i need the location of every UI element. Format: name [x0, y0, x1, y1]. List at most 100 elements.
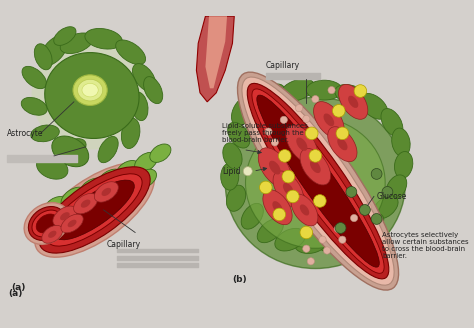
Circle shape: [336, 127, 349, 140]
Ellipse shape: [314, 102, 344, 138]
Ellipse shape: [68, 220, 76, 227]
Circle shape: [280, 116, 287, 123]
Circle shape: [286, 127, 294, 134]
Ellipse shape: [337, 138, 347, 150]
Circle shape: [350, 215, 358, 222]
Ellipse shape: [85, 29, 122, 49]
Ellipse shape: [80, 197, 104, 217]
Text: (a): (a): [11, 283, 25, 292]
Ellipse shape: [73, 75, 107, 105]
Ellipse shape: [31, 125, 59, 142]
Ellipse shape: [263, 190, 292, 225]
Text: Capillary: Capillary: [106, 240, 140, 249]
Ellipse shape: [241, 203, 264, 229]
Circle shape: [371, 214, 382, 224]
Circle shape: [339, 236, 346, 243]
Ellipse shape: [316, 233, 347, 254]
Ellipse shape: [247, 83, 389, 279]
Circle shape: [309, 150, 322, 162]
Circle shape: [282, 170, 295, 183]
Ellipse shape: [394, 152, 413, 178]
Circle shape: [354, 85, 367, 97]
Circle shape: [323, 247, 331, 254]
Text: Glucose: Glucose: [377, 192, 407, 201]
Ellipse shape: [53, 206, 77, 226]
Circle shape: [328, 87, 335, 94]
Ellipse shape: [117, 180, 139, 199]
Ellipse shape: [34, 44, 52, 70]
Ellipse shape: [335, 227, 367, 247]
Ellipse shape: [257, 219, 283, 243]
Circle shape: [312, 95, 319, 103]
Ellipse shape: [73, 194, 98, 214]
Ellipse shape: [58, 139, 86, 160]
Ellipse shape: [258, 148, 292, 187]
Ellipse shape: [61, 187, 87, 209]
Circle shape: [319, 236, 326, 243]
Ellipse shape: [228, 122, 250, 148]
Circle shape: [371, 169, 382, 179]
Ellipse shape: [306, 80, 342, 100]
Ellipse shape: [36, 156, 68, 179]
Ellipse shape: [101, 188, 111, 196]
Ellipse shape: [227, 185, 246, 211]
Text: (a): (a): [9, 289, 23, 297]
Text: Astrocyte: Astrocyte: [7, 129, 44, 138]
Ellipse shape: [242, 77, 394, 285]
Ellipse shape: [269, 161, 281, 174]
Ellipse shape: [55, 180, 134, 240]
Circle shape: [332, 105, 345, 117]
Ellipse shape: [275, 228, 305, 251]
Circle shape: [286, 190, 299, 203]
Ellipse shape: [60, 33, 93, 53]
Circle shape: [271, 139, 278, 146]
Circle shape: [319, 105, 326, 113]
Text: (b): (b): [232, 275, 247, 284]
Circle shape: [295, 105, 303, 112]
Circle shape: [273, 208, 286, 221]
Ellipse shape: [296, 137, 308, 151]
Ellipse shape: [131, 92, 148, 121]
Ellipse shape: [132, 64, 156, 92]
Ellipse shape: [32, 210, 62, 237]
Ellipse shape: [310, 160, 321, 173]
Ellipse shape: [231, 96, 255, 126]
Circle shape: [259, 181, 272, 194]
Ellipse shape: [348, 96, 358, 108]
Ellipse shape: [223, 143, 242, 169]
Circle shape: [382, 187, 393, 197]
Ellipse shape: [48, 231, 56, 238]
Ellipse shape: [257, 95, 379, 267]
Ellipse shape: [273, 171, 303, 208]
Ellipse shape: [246, 118, 385, 248]
Text: Capillary: Capillary: [266, 61, 300, 70]
Ellipse shape: [381, 109, 403, 136]
Circle shape: [265, 128, 272, 135]
Ellipse shape: [47, 174, 142, 246]
Ellipse shape: [97, 169, 123, 191]
Ellipse shape: [225, 97, 405, 269]
Ellipse shape: [255, 84, 285, 111]
Ellipse shape: [98, 136, 118, 163]
Ellipse shape: [45, 52, 139, 138]
Ellipse shape: [291, 194, 318, 226]
Ellipse shape: [150, 144, 171, 162]
Ellipse shape: [273, 201, 283, 213]
Circle shape: [278, 150, 291, 162]
Ellipse shape: [360, 93, 388, 119]
Ellipse shape: [392, 128, 410, 157]
Ellipse shape: [54, 27, 76, 45]
Ellipse shape: [300, 204, 309, 215]
Polygon shape: [196, 16, 234, 102]
Ellipse shape: [39, 167, 150, 253]
Ellipse shape: [300, 149, 330, 185]
Ellipse shape: [40, 35, 68, 66]
Ellipse shape: [252, 89, 384, 273]
Ellipse shape: [32, 41, 149, 150]
Ellipse shape: [94, 182, 118, 202]
Circle shape: [307, 258, 314, 265]
Ellipse shape: [286, 125, 318, 163]
Ellipse shape: [98, 188, 122, 209]
Ellipse shape: [22, 66, 46, 89]
Ellipse shape: [135, 153, 157, 172]
